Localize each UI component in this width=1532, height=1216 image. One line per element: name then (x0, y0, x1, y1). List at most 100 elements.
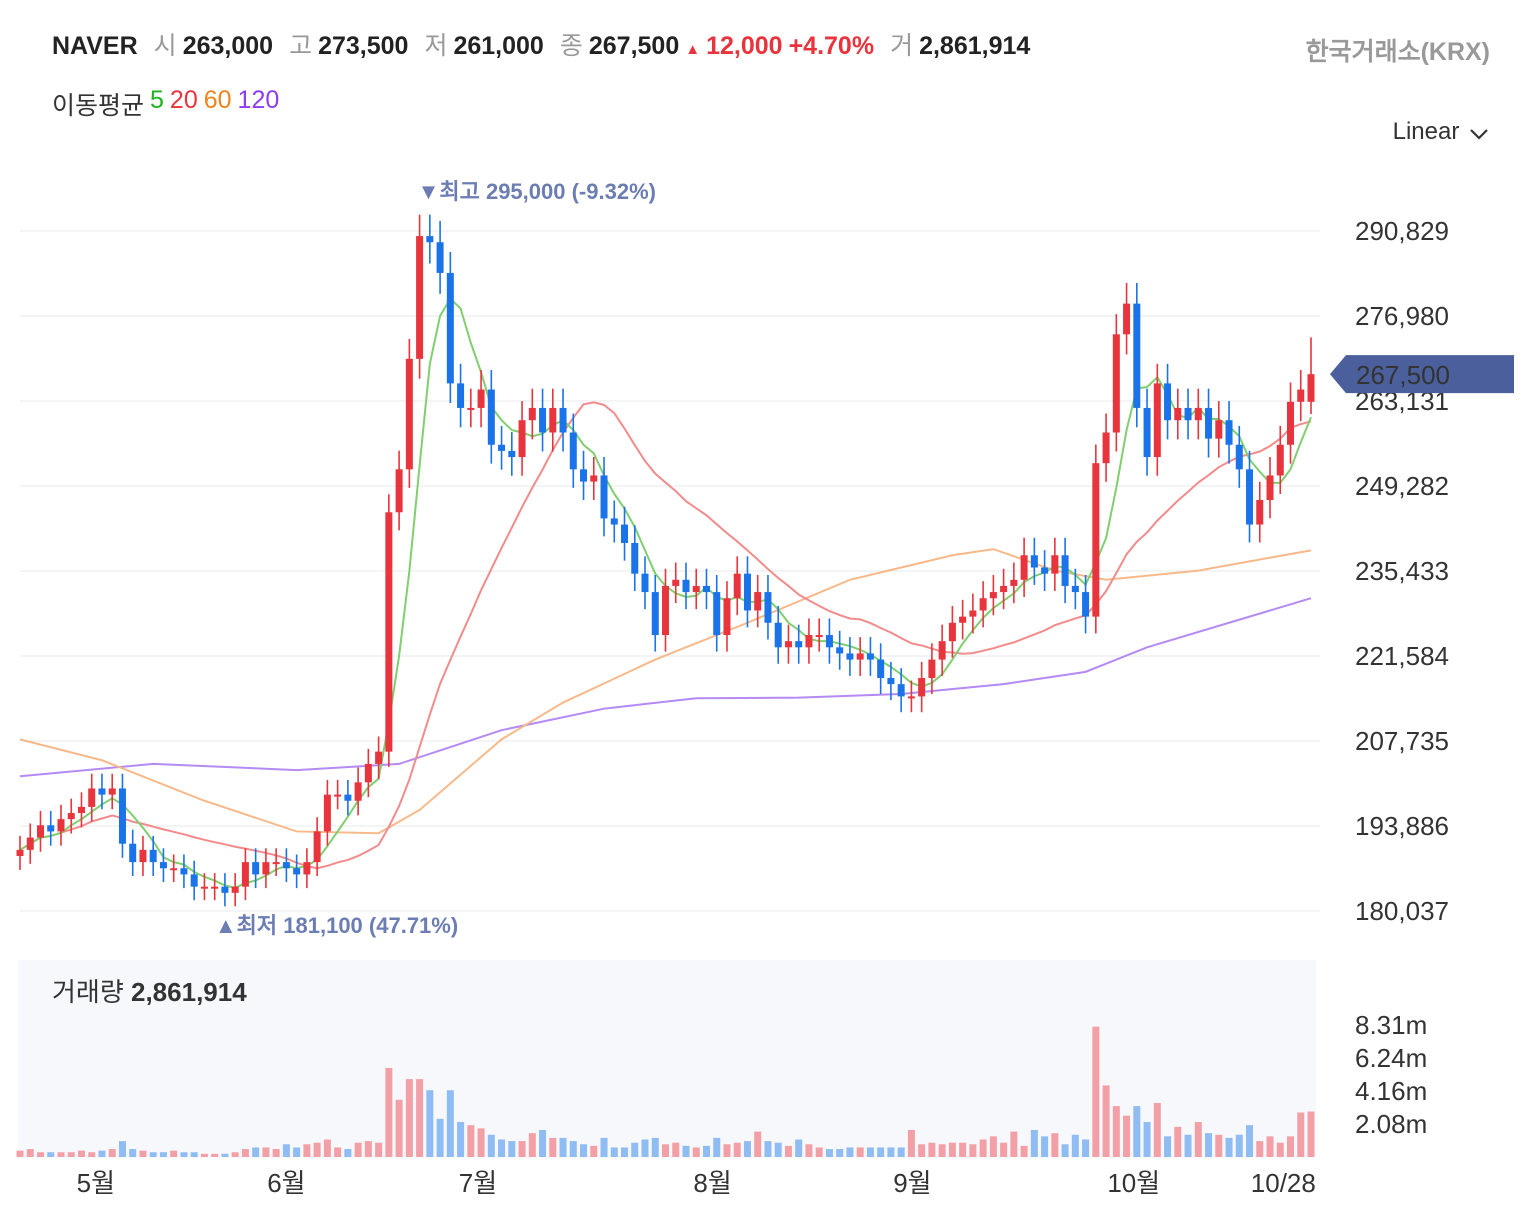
volume-bar (364, 1141, 372, 1157)
volume-bar (866, 1147, 874, 1157)
volume-bar (375, 1142, 383, 1157)
candle-body (446, 272, 454, 384)
ma-legend-label: 이동평균 (52, 92, 145, 120)
candle-body (969, 610, 977, 617)
candle-body (600, 475, 608, 519)
candle (1215, 401, 1223, 458)
candle-body (1112, 334, 1120, 433)
candle (846, 637, 854, 676)
y-tick-label: 221,584 (1355, 641, 1449, 671)
candle (1194, 388, 1202, 440)
candle-body (159, 862, 167, 869)
candle (1071, 568, 1079, 610)
volume-bar (67, 1152, 75, 1157)
volume-bar (26, 1149, 34, 1157)
last-price-badge-text: 267,500 (1356, 360, 1450, 390)
candle (57, 804, 65, 846)
change-percent: +4.70% (788, 32, 875, 60)
volume-bar (1297, 1112, 1305, 1157)
candle (887, 661, 895, 701)
volume-bar (231, 1152, 239, 1157)
volume-bar (631, 1142, 639, 1157)
candle (88, 773, 96, 822)
volume-bar (1164, 1136, 1172, 1157)
candle (549, 388, 557, 452)
volume-bar (907, 1129, 915, 1157)
candle (518, 401, 526, 476)
volume-bar (498, 1139, 506, 1157)
volume-bar (47, 1152, 55, 1157)
volume-bar (159, 1152, 167, 1157)
volume-bar (846, 1147, 854, 1157)
candle-body (825, 635, 833, 648)
ma-120[interactable]: 120 (237, 86, 280, 114)
candle (1061, 537, 1069, 604)
volume-bar (1123, 1115, 1131, 1157)
candle-body (477, 389, 485, 408)
volume-bar (1010, 1131, 1018, 1157)
candle-body (795, 641, 803, 648)
candle-body (436, 242, 444, 273)
scale-select-value: Linear (1392, 118, 1460, 145)
candle-body (334, 794, 342, 797)
candle (815, 618, 823, 652)
candle (1276, 425, 1284, 494)
candle-body (713, 592, 721, 636)
candle (272, 848, 280, 876)
candle (77, 792, 85, 828)
volume-bar (1307, 1111, 1315, 1157)
volume-bar (559, 1137, 567, 1157)
candle (36, 811, 44, 852)
volume-bar (1174, 1126, 1182, 1157)
scale-select[interactable]: Linear (1393, 118, 1488, 146)
x-tick-label: 7월 (459, 1168, 497, 1198)
candle (354, 767, 362, 816)
candle (108, 773, 116, 810)
ma-20[interactable]: 20 (169, 86, 198, 114)
volume-bar (1184, 1134, 1192, 1157)
min-price-annotation: ▲최저 181,100 (47.71%) (215, 913, 458, 938)
volume-bar (487, 1134, 495, 1157)
candle-body (1143, 407, 1151, 458)
candle (16, 835, 24, 870)
candle-body (1123, 303, 1131, 335)
candle-body (1307, 374, 1315, 402)
volume-bar (713, 1137, 721, 1157)
candle (672, 562, 680, 604)
candle (1153, 363, 1161, 476)
volume-bar (918, 1144, 926, 1157)
candle (252, 848, 260, 889)
candle (457, 363, 465, 428)
ma-5[interactable]: 5 (150, 86, 164, 114)
candle (774, 606, 782, 664)
candle-body (118, 788, 126, 844)
candle (262, 848, 270, 889)
volume-bar (1092, 1026, 1100, 1157)
candle-body (1205, 407, 1213, 439)
candle-body (928, 659, 936, 678)
candle (334, 779, 342, 810)
volume-bar (293, 1147, 301, 1157)
candle (979, 581, 987, 628)
candle (580, 450, 588, 501)
volume-bar (1287, 1136, 1295, 1157)
candle (118, 773, 126, 858)
candle-body (149, 849, 157, 863)
candle-body (252, 862, 260, 875)
candle-body (211, 886, 219, 889)
candle (1133, 283, 1141, 428)
candle-body (979, 598, 987, 611)
volume-bar (108, 1149, 116, 1157)
candle-body (569, 432, 577, 470)
candle (1205, 388, 1213, 458)
candle (969, 593, 977, 634)
candle (405, 338, 413, 488)
volume-bar (723, 1144, 731, 1157)
volume-bar (1000, 1142, 1008, 1157)
candle-body (170, 868, 178, 871)
volume-bar (323, 1139, 331, 1157)
ma-60[interactable]: 60 (203, 86, 232, 114)
candle-body (549, 407, 557, 433)
candle (897, 668, 905, 713)
